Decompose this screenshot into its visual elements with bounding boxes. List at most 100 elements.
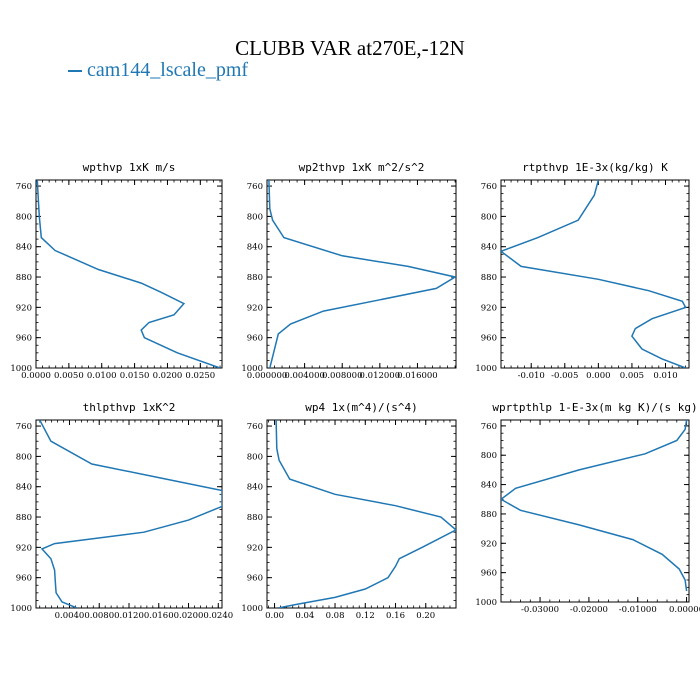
y-tick-label: 880 [481, 273, 497, 283]
x-tick-label: 0.005 [620, 371, 644, 381]
x-tick-label: 0.08 [326, 611, 345, 621]
y-tick-label: 920 [481, 303, 497, 313]
panel-1: wpthvp 1xK m/s76080084088092096010000.00… [10, 161, 223, 381]
y-tick-label: 960 [16, 334, 32, 344]
panel-title: thlpthvp 1xK^2 [83, 401, 176, 414]
series-line [501, 180, 687, 368]
y-tick-label: 840 [16, 243, 32, 253]
panel-frame [500, 419, 690, 603]
panel-4: thlpthvp 1xK^2 760 800 840 880 920 960 1000 0.00… [10, 401, 233, 621]
y-tick-label: 800 [481, 212, 497, 222]
panel-title: wprtpthlp 1-E-3x(m kg K)/(s kg) [492, 401, 697, 414]
x-tick-label: 0.00000 [669, 605, 700, 615]
x-tick-label: 0.000 [586, 371, 610, 381]
x-tick-label: 0.008000 [322, 371, 363, 381]
y-tick-label: 920 [247, 303, 263, 313]
x-tick-label: 0.0100 [87, 371, 117, 381]
y-tick-label: 800 [481, 451, 497, 461]
y-tick-label: 920 [481, 539, 497, 549]
y-tick-label: 800 [16, 212, 32, 222]
x-tick-label: -0.03000 [521, 605, 559, 615]
panel-frame [266, 179, 457, 369]
x-tick-label: 0.0160 [144, 611, 174, 621]
x-tick-label: 0.0040 [55, 611, 85, 621]
y-tick-label: 880 [16, 513, 32, 523]
x-tick-label: 0.0200 [153, 371, 183, 381]
x-tick-label: 0.00 [265, 611, 284, 621]
panel-5: wp4 1x(m^4)/(s^4)76080084088092096010000… [241, 401, 457, 621]
y-tick-label: 1000 [241, 604, 263, 614]
x-tick-label: 0.0240 [203, 611, 233, 621]
y-tick-label: 960 [247, 574, 263, 584]
series-line [268, 180, 456, 368]
x-tick-label: 0.0000 [21, 371, 51, 381]
y-tick-label: 760 [16, 182, 32, 192]
y-tick-label: 1000 [475, 364, 497, 374]
y-tick-label: 840 [247, 483, 263, 493]
y-tick-label: 960 [16, 574, 32, 584]
panel-title: wp2thvp 1xK m^2/s^2 [299, 161, 425, 174]
y-tick-label: 920 [16, 303, 32, 313]
x-tick-label: 0.0250 [185, 371, 215, 381]
y-tick-label: 920 [247, 543, 263, 553]
y-tick-label: 840 [481, 243, 497, 253]
y-tick-label: 840 [16, 483, 32, 493]
y-tick-label: 960 [481, 569, 497, 579]
legend-swatch [68, 70, 82, 73]
y-tick-label: 760 [16, 422, 32, 432]
panel-frame [266, 419, 457, 609]
y-tick-label: 840 [481, 481, 497, 491]
x-tick-label: 0.012000 [360, 371, 401, 381]
panel-6: wprtpthlp 1-E-3x(m kg K)/(s kg) 760 800 840… [475, 401, 700, 615]
panel-title: wp4 1x(m^4)/(s^4) [305, 401, 418, 414]
x-tick-label: 0.0150 [120, 371, 150, 381]
y-tick-label: 800 [247, 212, 263, 222]
legend-label: cam144_lscale_pmf [87, 59, 249, 81]
legend: cam144_lscale_pmf [68, 59, 248, 82]
x-tick-label: 0.010 [653, 371, 677, 381]
y-tick-label: 1000 [10, 604, 32, 614]
x-tick-label: -0.02000 [570, 605, 608, 615]
x-tick-label: 0.20 [416, 611, 435, 621]
series-line [501, 420, 688, 592]
panel-title: rtpthvp 1E-3x(kg/kg) K [522, 161, 668, 174]
x-tick-label: 0.000000 [247, 371, 288, 381]
chart-title: CLUBB VAR at270E,-12N [235, 36, 465, 60]
y-tick-label: 760 [481, 422, 497, 432]
y-tick-label: 880 [247, 513, 263, 523]
y-tick-label: 1000 [10, 364, 32, 374]
x-tick-label: 0.04 [295, 611, 314, 621]
x-tick-label: 0.004000 [284, 371, 325, 381]
x-tick-label: 0.0200 [174, 611, 204, 621]
panel-2: wp2thvp 1xK m^2/s^2 760 800 840 880 920 960 100… [241, 161, 457, 381]
y-tick-label: 880 [247, 273, 263, 283]
panel-frame [500, 179, 690, 369]
x-tick-label: 0.016000 [397, 371, 438, 381]
y-tick-label: 760 [247, 182, 263, 192]
x-tick-label: 0.0050 [54, 371, 84, 381]
x-tick-label: 0.12 [356, 611, 375, 621]
x-tick-label: 0.16 [386, 611, 405, 621]
x-tick-label: -0.010 [518, 371, 545, 381]
x-tick-label: 0.0080 [84, 611, 114, 621]
panel-frame [35, 179, 223, 369]
x-tick-label: 0.0120 [114, 611, 144, 621]
y-tick-label: 960 [247, 334, 263, 344]
y-tick-label: 760 [247, 422, 263, 432]
y-tick-label: 880 [16, 273, 32, 283]
panel-title: wpthvp 1xK m/s [83, 161, 176, 174]
y-tick-label: 880 [481, 510, 497, 520]
panel-3: rtpthvp 1E-3x(kg/kg) K 760 800 840 880 920 960… [475, 161, 690, 381]
x-tick-label: -0.005 [551, 371, 578, 381]
y-tick-label: 1000 [475, 598, 497, 608]
series-line [36, 180, 221, 368]
y-tick-label: 800 [247, 452, 263, 462]
series-line [39, 420, 222, 608]
y-tick-label: 920 [16, 543, 32, 553]
x-tick-label: -0.01000 [619, 605, 657, 615]
y-tick-label: 1000 [241, 364, 263, 374]
y-tick-label: 840 [247, 243, 263, 253]
y-tick-label: 960 [481, 334, 497, 344]
y-tick-label: 760 [481, 182, 497, 192]
